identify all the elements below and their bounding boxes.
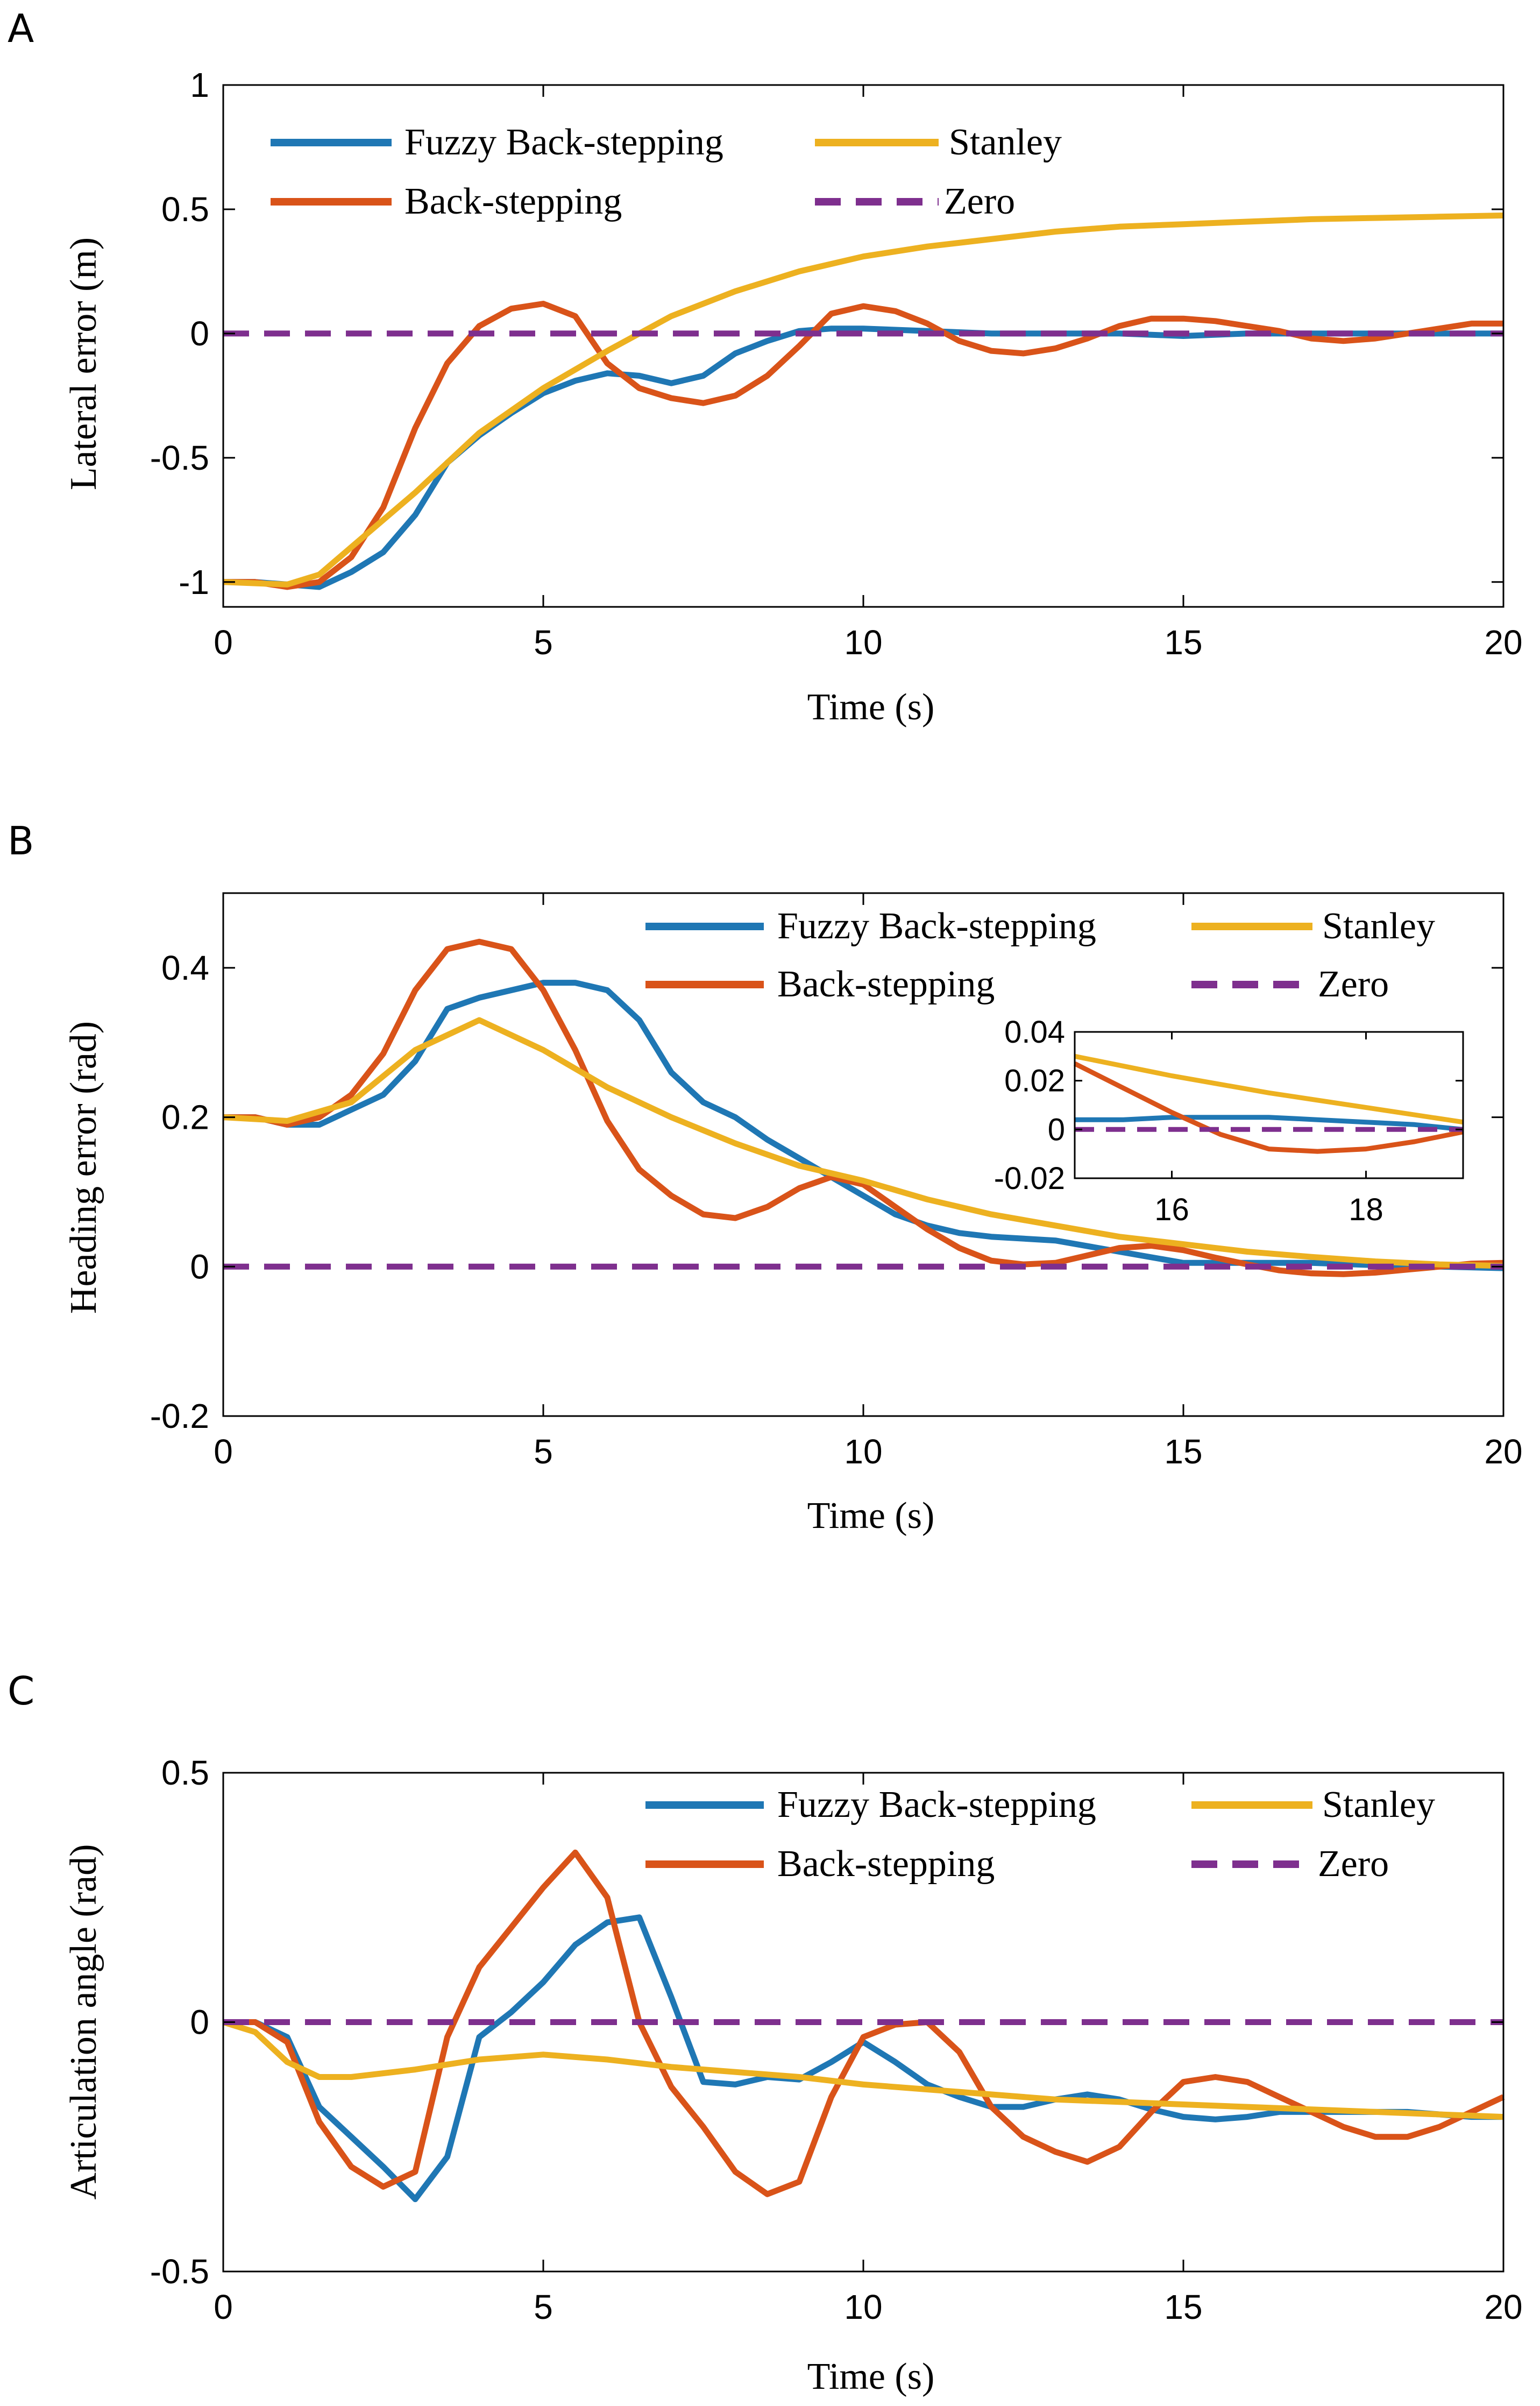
x-tick-label: 20 [1484, 1432, 1522, 1471]
x-tick-label: 0 [214, 2288, 233, 2326]
legend-label-stanley: Stanley [1322, 905, 1435, 947]
y-tick-label: 0 [190, 314, 209, 353]
panel-a-letter: A [8, 6, 34, 51]
series-line-stanley [1074, 1053, 1464, 1125]
y-tick-label: 0 [190, 2003, 209, 2042]
legend-label-stanley: Stanley [949, 122, 1062, 163]
y-tick-label: 0.04 [1004, 1015, 1065, 1050]
series-line-back-stepping [1073, 1061, 1464, 1154]
x-tick-label: 10 [844, 623, 882, 662]
axes-frame [1074, 1031, 1464, 1179]
panel-a: A 0 5 10 15 20 -1 -0.5 0 0.5 1 Time (s) Lateral e… [8, 6, 1523, 728]
y-tick-label: 0 [190, 1247, 209, 1286]
legend-label-zero: Zero [1318, 1843, 1389, 1885]
legend-label-fuzzy: Fuzzy Back-stepping [777, 905, 1096, 947]
panel-a-plot: 0 5 10 15 20 -1 -0.5 0 0.5 1 [150, 66, 1523, 662]
x-tick-label: 15 [1164, 2288, 1202, 2326]
y-tick-label: -0.02 [994, 1161, 1065, 1196]
series-line-stanley [222, 2019, 1504, 2120]
y-tick-label: 0.5 [161, 190, 209, 229]
y-tick-label: -0.2 [150, 1397, 209, 1435]
x-tick-label: 5 [534, 623, 553, 662]
y-tick-label: 0.4 [161, 949, 209, 987]
panel-b-ylabel: Heading error (rad) [63, 1021, 104, 1314]
series-line-stanley [223, 1017, 1504, 1269]
panel-c: C 0 5 10 15 20-0.500.5 Time (s) Articulation… [8, 1668, 1523, 2397]
series-line-stanley [223, 213, 1504, 588]
series-line-fuzzy-back-stepping [1075, 1115, 1464, 1132]
x-tick-label: 5 [534, 2288, 553, 2326]
panel-a-ylabel: Lateral error (m) [63, 237, 104, 490]
x-tick-label: 16 [1154, 1192, 1189, 1227]
x-tick-label: 20 [1484, 2288, 1522, 2326]
x-tick-label: 15 [1164, 623, 1202, 662]
panel-b-legend: Fuzzy Back-stepping Back-stepping Stanle… [645, 905, 1435, 1005]
series-line-fuzzy-back-stepping [223, 980, 1504, 1271]
y-tick-label: 0.5 [161, 1753, 209, 1792]
x-tick-label: 5 [534, 1432, 553, 1471]
series-line-back-stepping [223, 1849, 1505, 2197]
panel-c-xlabel: Time (s) [807, 2356, 935, 2397]
panel-b: B 0 5 10 15 20-0.200.20.4 Time (s) Heading e… [8, 818, 1523, 1537]
series-line-back-stepping [223, 938, 1504, 1277]
y-tick-label: 0.2 [161, 1098, 209, 1137]
legend-label-backstepping: Back-stepping [777, 964, 995, 1005]
panel-b-inset: 16 18 -0.02 0 0.02 0.04 [994, 1015, 1464, 1227]
panel-b-letter: B [8, 818, 34, 864]
x-tick-label: 0 [214, 623, 233, 662]
x-tick-label: 10 [844, 2288, 882, 2326]
y-tick-label: 1 [190, 66, 209, 104]
panel-c-letter: C [8, 1668, 34, 1714]
panel-c-plot: 0 5 10 15 20-0.500.5 [150, 1753, 1523, 2326]
x-tick-label: 18 [1349, 1192, 1383, 1227]
panel-a-xlabel: Time (s) [807, 687, 935, 728]
panel-c-ylabel: Articulation angle (rad) [63, 1844, 104, 2200]
legend-label-backstepping: Back-stepping [777, 1843, 995, 1885]
panel-c-legend: Fuzzy Back-stepping Back-stepping Stanle… [645, 1784, 1435, 1885]
y-tick-label: -1 [179, 563, 209, 602]
legend-label-fuzzy: Fuzzy Back-stepping [404, 122, 723, 163]
plot-area [223, 85, 1503, 607]
legend-label-backstepping: Back-stepping [404, 181, 622, 222]
plot-area [1075, 1032, 1463, 1178]
x-tick-label: 15 [1164, 1432, 1202, 1471]
legend-label-stanley: Stanley [1322, 1784, 1435, 1825]
y-tick-label: -0.5 [150, 2252, 209, 2291]
y-tick-label: 0 [1048, 1112, 1065, 1147]
x-tick-label: 10 [844, 1432, 882, 1471]
legend-label-zero: Zero [1318, 964, 1389, 1005]
y-tick-label: 0.02 [1004, 1064, 1065, 1099]
x-tick-label: 20 [1484, 623, 1522, 662]
legend-label-fuzzy: Fuzzy Back-stepping [777, 1784, 1096, 1825]
panel-a-legend: Fuzzy Back-stepping Back-stepping Stanle… [271, 122, 1062, 222]
legend-label-zero: Zero [944, 181, 1015, 222]
y-tick-label: -0.5 [150, 438, 209, 477]
panel-b-xlabel: Time (s) [807, 1495, 935, 1537]
x-tick-label: 0 [214, 1432, 233, 1471]
